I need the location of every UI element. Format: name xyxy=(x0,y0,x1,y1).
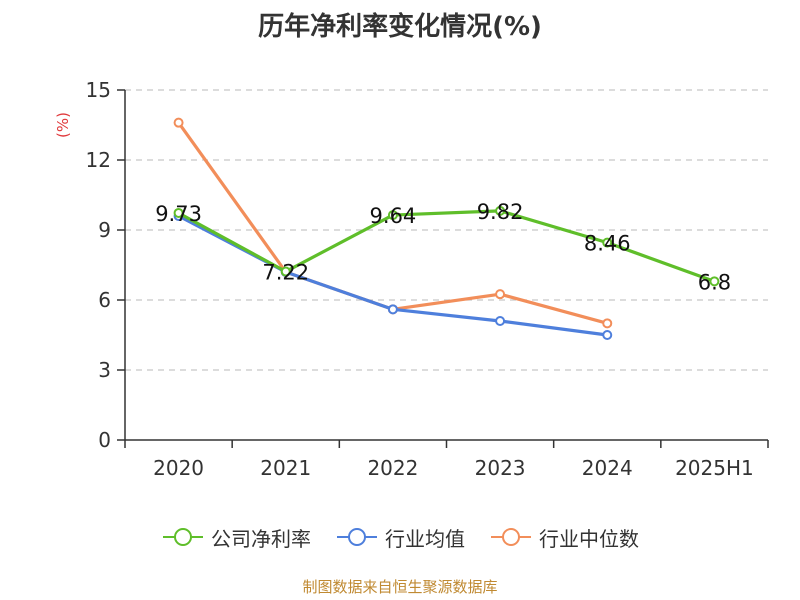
data-point-industry_avg xyxy=(602,330,613,340)
data-point-company xyxy=(387,210,398,221)
y-tick-label: 12 xyxy=(86,148,111,172)
data-label-company: 7.22 xyxy=(262,261,309,285)
x-tick-label: 2021 xyxy=(260,456,311,480)
data-point-industry_median xyxy=(173,117,184,128)
legend-item-company[interactable]: 公司净利率 xyxy=(161,523,311,552)
data-point-company xyxy=(709,276,720,287)
grid-layer xyxy=(125,89,768,371)
legend-item-industry-median[interactable]: 行业中位数 xyxy=(489,523,639,552)
legend: 公司净利率 行业均值 行业中位数 xyxy=(0,519,800,555)
data-label-company: 8.46 xyxy=(584,232,631,256)
data-point-industry_avg xyxy=(387,304,398,315)
x-tick-label: 2025H1 xyxy=(675,456,754,480)
y-tick-label: 15 xyxy=(86,78,111,102)
data-point-company xyxy=(173,207,184,218)
data-label-layer: 9.73 7.22 9.64 9.82 8.46 6.8 xyxy=(155,200,731,294)
data-label-company: 9.82 xyxy=(477,200,524,224)
axis-layer: 0 3 6 9 12 15 2020 2021 2022 2023 2024 2025H1 (%) xyxy=(54,78,769,480)
data-label-company: 9.64 xyxy=(370,204,417,228)
legend-marker-industry-median xyxy=(491,528,531,546)
series-layer xyxy=(173,117,720,340)
chart-title: 历年净利率变化情况(%) xyxy=(258,12,542,42)
data-point-industry_avg xyxy=(495,316,506,326)
x-tick-label: 2020 xyxy=(153,456,204,480)
data-point-industry_median xyxy=(602,318,613,329)
data-label-company: 9.73 xyxy=(155,202,202,226)
x-tick-label: 2023 xyxy=(475,456,526,480)
series-line-company xyxy=(176,209,717,283)
data-point-company xyxy=(495,205,506,216)
series-line-industry_avg xyxy=(176,214,609,337)
source-note: 制图数据来自恒生聚源数据库 xyxy=(302,578,498,596)
data-point-company xyxy=(280,266,291,277)
data-point-industry_median xyxy=(495,289,506,300)
legend-marker-industry-avg xyxy=(337,528,377,546)
x-tick-label: 2024 xyxy=(582,456,633,480)
y-tick-label: 9 xyxy=(98,218,111,242)
legend-marker-company xyxy=(163,528,203,546)
legend-label-industry-median: 行业中位数 xyxy=(539,526,639,551)
data-point-company xyxy=(602,237,613,248)
y-tick-label: 0 xyxy=(98,428,111,452)
y-axis-unit-label: (%) xyxy=(54,112,72,138)
x-tick-label: 2022 xyxy=(367,456,418,480)
legend-label-industry-avg: 行业均值 xyxy=(385,526,465,551)
data-label-company: 6.8 xyxy=(698,270,731,294)
legend-item-industry-avg[interactable]: 行业均值 xyxy=(335,523,465,552)
legend-label-company: 公司净利率 xyxy=(211,526,311,551)
y-tick-label: 3 xyxy=(98,358,111,382)
y-tick-label: 6 xyxy=(98,288,111,312)
